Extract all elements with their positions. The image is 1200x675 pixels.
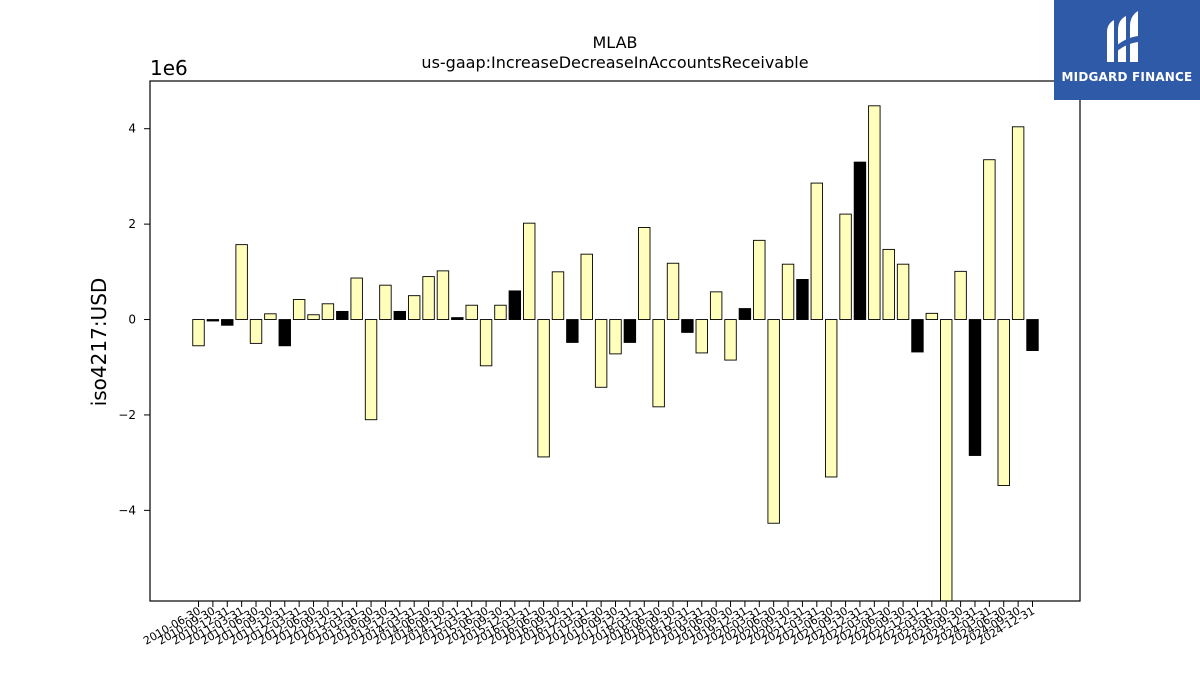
bar [853, 161, 867, 320]
bar [523, 222, 536, 320]
bar [393, 310, 407, 320]
bar [623, 319, 637, 343]
bars-group [192, 105, 1039, 602]
bar [738, 308, 752, 320]
logo-text: MIDGARD FINANCE [1061, 70, 1193, 84]
bar [767, 319, 780, 524]
brand-logo: MIDGARD FINANCE [1054, 0, 1200, 100]
bar [407, 295, 421, 320]
bar [292, 299, 306, 320]
bar [508, 290, 522, 320]
chart-title: MLAB [592, 33, 637, 52]
bar [1026, 319, 1039, 351]
y-tick-label: 0 [128, 313, 136, 327]
bar [221, 319, 234, 326]
bar [839, 213, 852, 320]
y-tick-label: 2 [128, 217, 136, 231]
bar [868, 105, 881, 320]
bar [307, 314, 320, 320]
bar [551, 271, 565, 320]
bar [537, 319, 550, 458]
plot-frame [149, 80, 1081, 602]
bar [235, 244, 248, 320]
bar [206, 319, 220, 322]
chart-subtitle: us-gaap:IncreaseDecreaseInAccountsReceiv… [421, 53, 808, 72]
bar [249, 319, 263, 344]
bar [336, 310, 349, 320]
bar [465, 304, 478, 320]
bar [695, 319, 708, 354]
bar [566, 319, 579, 343]
bar [278, 319, 291, 347]
bar [609, 319, 622, 355]
bar [681, 319, 694, 333]
bar [594, 319, 608, 388]
bar [192, 319, 205, 347]
y-axis: −4 −2 0 2 4 [118, 122, 150, 517]
bar [1011, 126, 1025, 320]
bar [753, 239, 766, 320]
bar [896, 263, 910, 320]
bar [451, 317, 464, 320]
bar [911, 319, 924, 353]
y-tick-label: −2 [118, 408, 136, 422]
bar [781, 263, 795, 320]
bar [652, 319, 665, 408]
midgard-logo-icon [1107, 11, 1138, 62]
bar [882, 248, 895, 320]
bar [350, 277, 363, 320]
bar [436, 270, 450, 320]
bar [264, 313, 277, 320]
bar [940, 319, 953, 602]
bar [422, 276, 435, 320]
bar [997, 319, 1010, 487]
bar [364, 319, 378, 421]
bar [796, 279, 809, 320]
x-axis: 2010-06-302010-09-302010-12-312011-03-31… [141, 601, 1037, 648]
y-tick-label: 4 [128, 122, 136, 136]
bar [983, 159, 996, 320]
bar [379, 284, 392, 320]
bar [321, 303, 335, 320]
bar [925, 312, 939, 320]
bar [580, 253, 593, 320]
bar [638, 227, 651, 320]
bar [479, 319, 493, 367]
bar [724, 319, 737, 361]
bar [810, 182, 824, 320]
bar [666, 262, 680, 320]
bar [709, 291, 723, 320]
bar [494, 304, 507, 320]
y-tick-label: −4 [118, 503, 136, 517]
y-axis-label: iso4217:USD [87, 278, 111, 407]
y-multiplier-label: 1e6 [150, 56, 188, 80]
bar [824, 319, 838, 478]
bar [968, 319, 982, 456]
bar [954, 270, 967, 320]
